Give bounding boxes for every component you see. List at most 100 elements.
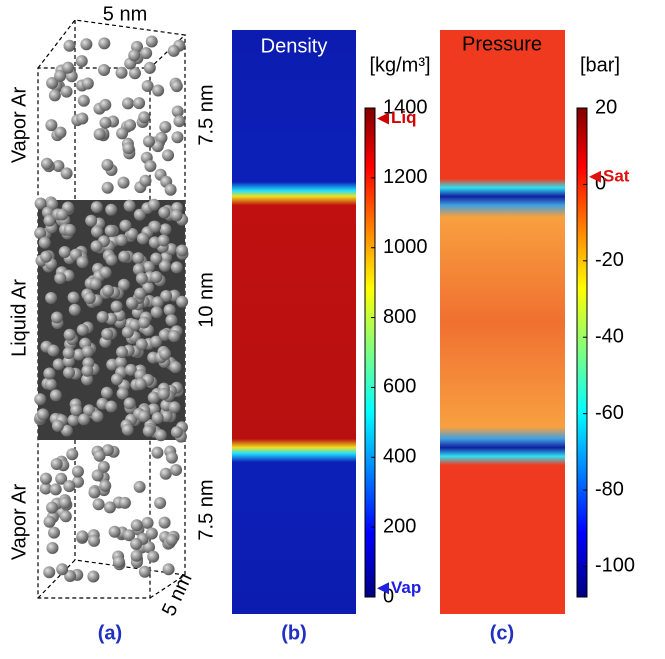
atom	[43, 515, 56, 528]
atom	[118, 496, 131, 509]
tick-label: -100	[595, 555, 635, 577]
tick-label: 0	[595, 173, 606, 195]
marker	[377, 112, 389, 125]
atom	[136, 232, 149, 245]
atom	[138, 565, 151, 578]
atom	[90, 201, 103, 214]
atom	[60, 424, 73, 437]
atom	[143, 61, 156, 74]
atom	[133, 97, 146, 110]
atom	[134, 378, 147, 391]
atom	[118, 250, 131, 263]
atom	[145, 35, 158, 48]
tick-label: 1400	[383, 96, 428, 118]
atom	[39, 472, 52, 485]
atoms	[34, 35, 189, 583]
atom	[124, 119, 137, 132]
atom	[158, 206, 171, 219]
atom	[130, 537, 143, 550]
atom	[47, 344, 60, 357]
tick-label: 400	[383, 446, 416, 468]
colorbar	[364, 107, 376, 598]
atom	[162, 563, 175, 576]
panel-title: Density	[261, 35, 328, 57]
atom	[142, 135, 155, 148]
atom	[151, 296, 164, 309]
atom	[151, 140, 164, 153]
atom	[51, 419, 64, 432]
atom	[43, 566, 56, 579]
atom	[116, 346, 129, 359]
atom	[50, 458, 63, 471]
atom	[176, 295, 189, 308]
atom	[101, 181, 114, 194]
atom	[67, 291, 80, 304]
atom	[137, 410, 150, 423]
atom	[103, 501, 116, 514]
atom	[76, 256, 89, 269]
atom	[100, 386, 113, 399]
atom	[159, 120, 172, 133]
atom	[48, 89, 61, 102]
atom	[157, 387, 170, 400]
atom	[121, 326, 134, 339]
tick-label: 600	[383, 376, 416, 398]
atom	[126, 227, 139, 240]
atom	[90, 240, 103, 253]
atom	[128, 49, 141, 62]
atom	[67, 414, 80, 427]
atom	[163, 304, 176, 317]
atom	[125, 296, 138, 309]
atom	[150, 306, 163, 319]
atom	[170, 209, 183, 222]
unit-label: [bar]	[580, 54, 620, 76]
tick-label: -20	[595, 249, 624, 271]
atom	[54, 126, 67, 139]
atom	[81, 345, 94, 358]
density-field	[232, 30, 356, 614]
atom	[154, 429, 167, 442]
atom	[157, 234, 170, 247]
atom	[121, 97, 134, 110]
atom	[116, 387, 129, 400]
marker	[589, 170, 601, 183]
caption: (a)	[98, 622, 122, 644]
atom	[169, 361, 182, 374]
atom	[77, 413, 90, 426]
atom	[160, 289, 173, 302]
atom	[76, 530, 89, 543]
atom	[63, 39, 76, 52]
tick-label: 1200	[383, 166, 428, 188]
atom	[134, 287, 147, 300]
atom	[159, 467, 172, 480]
atom	[62, 366, 75, 379]
atom	[168, 401, 181, 414]
atom	[158, 516, 171, 529]
atom	[150, 252, 163, 265]
pressure-field	[440, 30, 565, 614]
atom	[77, 94, 90, 107]
atom	[151, 412, 164, 425]
atom	[40, 250, 53, 263]
atom	[159, 348, 172, 361]
atom	[101, 328, 114, 341]
atom	[133, 480, 146, 493]
atom	[108, 525, 121, 538]
atom	[170, 426, 183, 439]
atom	[142, 425, 155, 438]
atom	[58, 246, 71, 259]
atom	[140, 47, 153, 60]
atom	[81, 364, 94, 377]
atom	[83, 404, 96, 417]
atom	[110, 373, 123, 386]
atom	[44, 378, 57, 391]
atom	[38, 236, 51, 249]
atom	[123, 529, 136, 542]
width-label: 5 nm	[103, 3, 147, 25]
height-label: 7.5 nm	[195, 479, 217, 540]
caption: (b)	[281, 622, 307, 644]
atom	[63, 223, 76, 236]
panel-title: Pressure	[462, 33, 542, 55]
atom	[158, 259, 171, 272]
marker-label: Sat	[603, 166, 630, 185]
